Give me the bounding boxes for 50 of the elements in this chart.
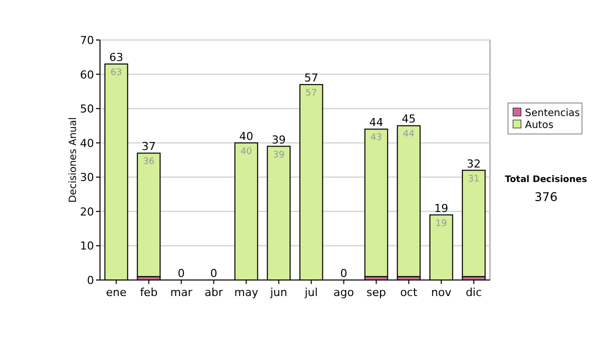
- x-tick-label: jul: [304, 286, 318, 299]
- total-label: 32: [466, 157, 481, 170]
- x-tick-label: abr: [204, 286, 224, 299]
- x-tick-label: sep: [366, 286, 386, 299]
- y-tick-label: 50: [80, 102, 94, 116]
- data-label: 40: [240, 146, 252, 157]
- bar: [136, 152, 161, 278]
- data-label: 63: [110, 68, 122, 78]
- y-tick-label: 60: [80, 68, 94, 82]
- data-label: 19: [436, 218, 448, 229]
- x-tick-label: feb: [140, 286, 158, 299]
- x-tick-label: dic: [466, 286, 482, 299]
- data-label: 36: [143, 157, 155, 168]
- data-label: 31: [468, 174, 480, 184]
- x-tick-label: ene: [106, 286, 127, 299]
- y-tick-label: 70: [80, 34, 94, 47]
- total-label: 45: [402, 112, 416, 126]
- total-label: 0: [178, 267, 185, 280]
- x-tick-label: ago: [334, 286, 354, 299]
- x-tick-label: mar: [170, 286, 193, 299]
- total-label: 0: [210, 267, 218, 280]
- data-label: 57: [306, 88, 317, 99]
- y-tick-label: 40: [80, 136, 94, 150]
- total-label: 19: [434, 202, 448, 215]
- text: 376: [534, 190, 558, 204]
- x-tick-label: jun: [269, 286, 288, 299]
- total-label: 40: [239, 130, 254, 143]
- data-label: 44: [403, 130, 415, 140]
- y-tick-label: 20: [80, 205, 94, 218]
- total-label: 0: [340, 267, 348, 280]
- legend-label: Sentencias: [525, 108, 580, 119]
- data-label: 39: [273, 150, 285, 160]
- bar: [462, 170, 486, 278]
- text: Total Decisiones: [504, 175, 588, 185]
- data-label: 43: [370, 133, 382, 144]
- total-label: 37: [142, 140, 156, 154]
- bar: [364, 128, 388, 278]
- total-label: 57: [304, 72, 318, 85]
- bar: [396, 125, 421, 278]
- y-tick-label: 10: [80, 240, 94, 253]
- legend-label: Autos: [525, 120, 554, 131]
- x-tick-label: nov: [431, 286, 452, 299]
- y-axis-title: Decisiones Anual: [68, 117, 79, 203]
- total-label: 44: [369, 116, 384, 130]
- x-tick-label: oct: [400, 286, 418, 299]
- y-tick-label: 0: [87, 274, 94, 287]
- x-tick-label: may: [234, 286, 259, 299]
- total-label: 63: [109, 51, 124, 64]
- total-label: 39: [272, 133, 286, 146]
- y-tick-label: 30: [80, 171, 94, 184]
